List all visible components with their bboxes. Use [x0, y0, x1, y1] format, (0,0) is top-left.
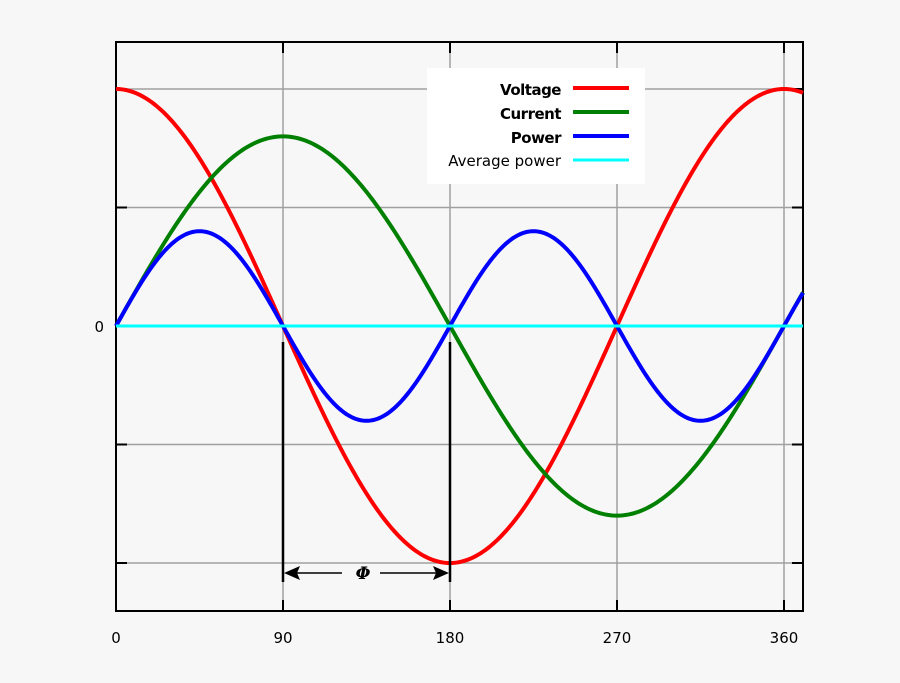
- legend-label-current: Current: [500, 105, 561, 123]
- arrow-left-icon: [284, 566, 300, 580]
- legend-label-voltage: Voltage: [500, 81, 561, 99]
- legend-item-voltage: Voltage: [500, 81, 629, 99]
- series-power: [114, 229, 805, 423]
- x-tick-label-0: 0: [111, 629, 121, 647]
- legend-item-current: Current: [500, 105, 629, 123]
- series-current: [114, 134, 805, 518]
- arrow-right-icon: [433, 566, 449, 580]
- legend-label-average-power: Average power: [448, 152, 562, 170]
- x-tick-label-270: 270: [603, 629, 632, 647]
- phase-annotation: Φ: [281, 342, 452, 584]
- y-tick-label-0: 0: [94, 318, 104, 336]
- phi-label: Φ: [356, 564, 371, 584]
- x-tick-label-180: 180: [436, 629, 465, 647]
- legend-label-power: Power: [511, 129, 562, 147]
- legend: Voltage Current Power Average power: [427, 68, 645, 184]
- x-tick-label-360: 360: [770, 629, 799, 647]
- legend-item-power: Power: [511, 129, 629, 147]
- series-voltage: [115, 86, 804, 566]
- x-tick-label-90: 90: [273, 629, 292, 647]
- legend-item-average-power: Average power: [448, 152, 629, 170]
